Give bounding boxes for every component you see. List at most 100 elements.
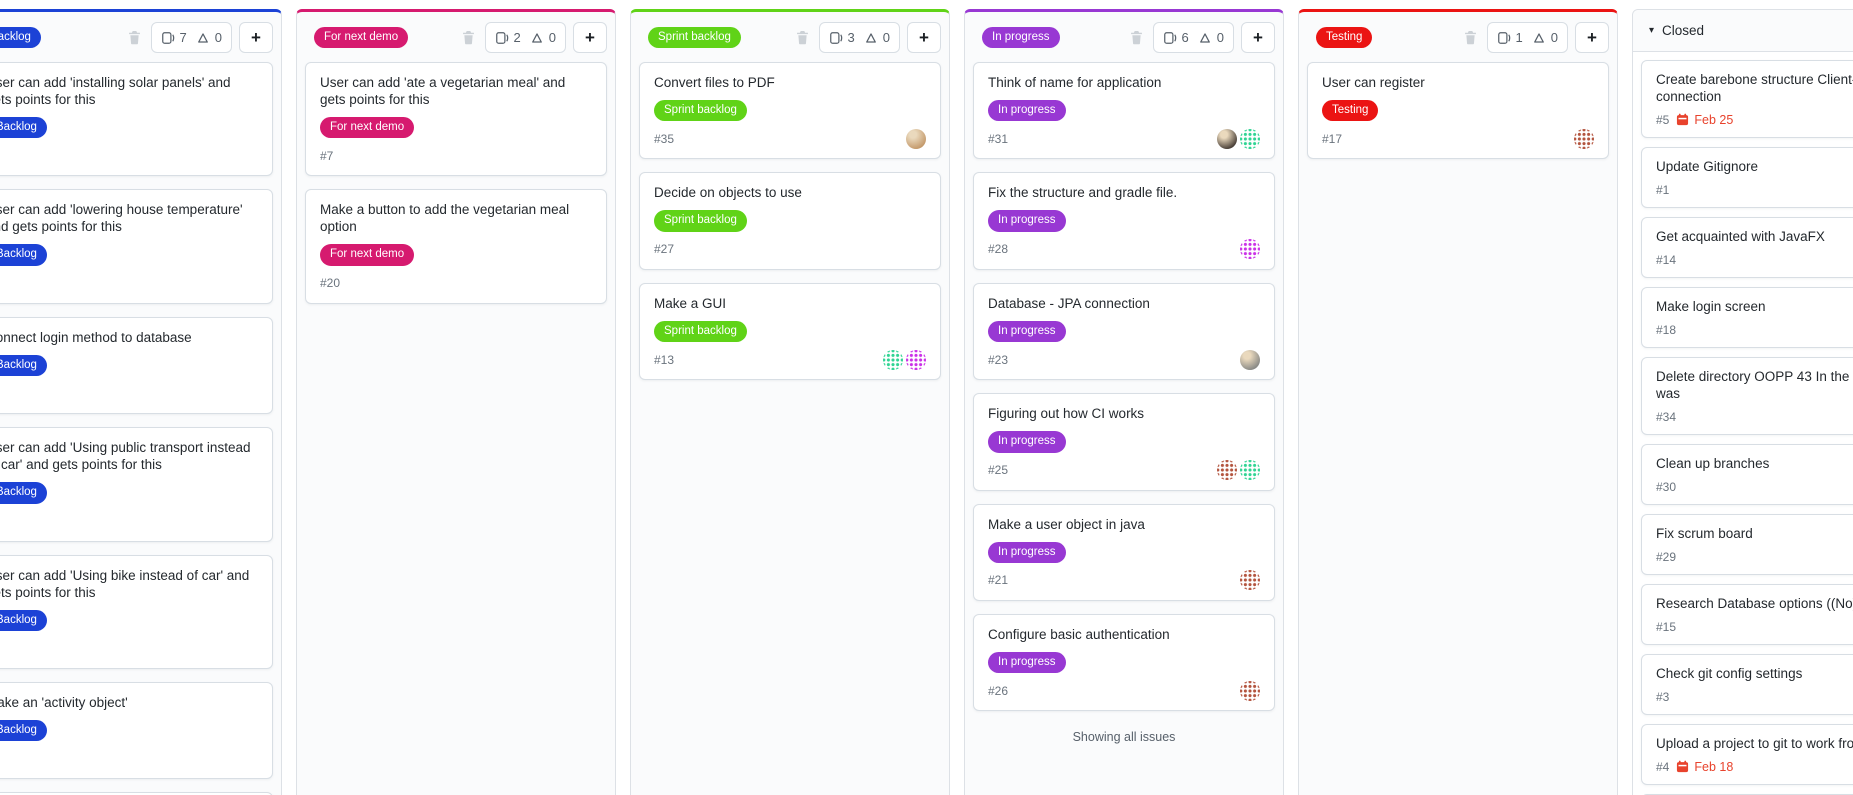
issue-number: #20	[320, 276, 341, 291]
card-title[interactable]: User can add 'Using bike instead of car'…	[0, 567, 250, 600]
cards-count: 2	[513, 30, 521, 45]
card-title[interactable]: Configure basic authentication	[988, 626, 1170, 642]
add-card-button[interactable]: +	[1575, 22, 1609, 53]
trash-icon[interactable]	[461, 30, 476, 45]
due-date-text: Feb 25	[1694, 112, 1734, 127]
card-title[interactable]: Make a GUI	[654, 295, 727, 311]
card-title[interactable]: Database - JPA connection	[988, 295, 1150, 311]
issue-card[interactable]: Think of name for application In progres…	[973, 62, 1275, 160]
hidden-count: 0	[548, 30, 556, 45]
card-title[interactable]: User can add 'lowering house temperature…	[0, 202, 243, 235]
card-title[interactable]: Fix the structure and gradle file.	[988, 185, 1178, 201]
closed-column-header[interactable]: ▾ Closed	[1633, 10, 1853, 52]
card-label: Sprint backlog	[654, 320, 747, 343]
issue-card[interactable]: Make a button to add the vegetarian meal…	[305, 189, 607, 304]
issue-number: #35	[654, 131, 675, 146]
closed-issue-card[interactable]: Create barebone structure Client-Server …	[1641, 60, 1853, 138]
card-title[interactable]: Decide on objects to use	[654, 185, 802, 201]
closed-issue-card[interactable]: Update Gitignore #1	[1641, 147, 1853, 208]
card-title[interactable]: Check git config settings	[1656, 666, 1803, 681]
issue-card[interactable]: Database - JPA connection In progress #2…	[973, 282, 1275, 381]
issue-card[interactable]: User can add 'lowering house temperature…	[0, 189, 273, 304]
add-card-button[interactable]: +	[239, 22, 273, 53]
board-column: Sprint backlog 3 0 + Con	[630, 9, 950, 795]
card-title[interactable]: Make a user object in java	[988, 516, 1145, 532]
column-name-badge: Testing	[1316, 26, 1373, 49]
issue-number: #28	[988, 242, 1009, 257]
card-title[interactable]: Create barebone structure Client-Server …	[1656, 72, 1853, 104]
column-header: Sprint backlog 3 0 +	[631, 12, 949, 62]
closed-issue-card[interactable]: Upload a project to git to work from #4 …	[1641, 724, 1853, 785]
card-title[interactable]: Get acquainted with JavaFX	[1656, 229, 1825, 244]
issue-card[interactable]: Convert files to PDF Sprint backlog #35	[639, 62, 941, 160]
closed-issue-card[interactable]: Make login screen #18	[1641, 287, 1853, 348]
issue-card[interactable]: Make a user object in java In progress #…	[973, 503, 1275, 601]
issue-card[interactable]: Make a GUI Sprint backlog #13	[639, 282, 941, 381]
cards-count: 7	[179, 30, 187, 45]
issue-number: #3	[1656, 689, 1670, 704]
card-title[interactable]: Make login screen	[1656, 299, 1766, 314]
column-body: Convert files to PDF Sprint backlog #35 …	[631, 62, 949, 388]
card-title[interactable]: Update Gitignore	[1656, 159, 1759, 174]
identicon-mint-avatar	[1240, 128, 1260, 149]
closed-column: ▾ Closed Create barebone structure Clien…	[1632, 9, 1853, 795]
card-label: In progress	[988, 100, 1066, 122]
issue-card[interactable]: User can add 'Using bike instead of car'…	[0, 554, 273, 669]
cards-count: 6	[1181, 30, 1189, 45]
issue-card[interactable]: User can add 'installing solar panels' a…	[0, 62, 273, 177]
column-body: User can add 'installing solar panels' a…	[0, 62, 281, 795]
card-label: Backlog	[0, 117, 47, 139]
trash-icon[interactable]	[1129, 30, 1144, 45]
card-title[interactable]: User can add 'installing solar panels' a…	[0, 75, 231, 107]
card-label: In progress	[988, 541, 1066, 563]
trash-icon[interactable]	[1463, 30, 1478, 45]
note-icon	[1497, 31, 1511, 45]
card-title[interactable]: Fix scrum board	[1656, 526, 1753, 541]
column-header: For next demo 2 0 +	[297, 12, 615, 62]
card-title[interactable]: User can add 'ate a vegetarian meal' and…	[320, 75, 566, 107]
column-body: User can register Testing #17	[1299, 62, 1617, 167]
card-title[interactable]: User can register	[1322, 75, 1425, 90]
card-title[interactable]: Upload a project to git to work from	[1656, 736, 1853, 751]
closed-issue-card[interactable]: Delete directory OOPP 43 In the beginnin…	[1641, 357, 1853, 435]
add-card-button[interactable]: +	[907, 22, 941, 53]
issue-card[interactable]: Connect login method to database Backlog	[0, 316, 273, 415]
caret-down-icon[interactable]: ▾	[1649, 24, 1655, 36]
issue-number: #29	[1656, 549, 1677, 564]
card-title[interactable]: Delete directory OOPP 43 In the beginnin…	[1656, 369, 1853, 401]
card-title[interactable]: Convert files to PDF	[654, 75, 775, 90]
issue-number: #25	[988, 463, 1009, 477]
card-title[interactable]: User can add 'Using public transport ins…	[0, 440, 251, 473]
closed-issue-card[interactable]: Fix scrum board #29	[1641, 514, 1853, 575]
card-title[interactable]: Connect login method to database	[0, 329, 192, 345]
card-title[interactable]: Make a button to add the vegetarian meal…	[320, 202, 570, 235]
closed-issue-card[interactable]: Check git config settings #3	[1641, 654, 1853, 715]
issue-card[interactable]: Figuring out how CI works In progress #2…	[973, 393, 1275, 491]
trash-icon[interactable]	[127, 30, 142, 45]
add-card-button[interactable]: +	[1241, 22, 1275, 53]
card-title[interactable]: Research Database options ((No)SQL?)	[1656, 596, 1853, 611]
issue-card[interactable]: Fix the structure and gradle file. In pr…	[973, 172, 1275, 270]
card-title[interactable]: Think of name for application	[988, 75, 1162, 90]
issue-card[interactable]: User can register Testing #17	[1307, 62, 1609, 160]
issue-card[interactable]: User can add 'Using public transport ins…	[0, 427, 273, 542]
issue-card[interactable]: Make an 'activity object' Backlog	[0, 681, 273, 780]
hidden-count: 0	[882, 30, 890, 45]
note-icon	[1163, 31, 1177, 45]
card-title[interactable]: Make an 'activity object'	[0, 694, 128, 710]
column-body: Think of name for application In progres…	[965, 62, 1283, 754]
issue-card[interactable]: User can add 'ate a vegetarian meal' and…	[305, 62, 607, 177]
issue-card[interactable]: Decide on objects to use Sprint backlog …	[639, 172, 941, 270]
closed-issue-card[interactable]: Research Database options ((No)SQL?) #15	[1641, 584, 1853, 645]
issue-card[interactable]: Configure basic authentication In progre…	[973, 613, 1275, 712]
card-title[interactable]: Clean up branches	[1656, 456, 1770, 471]
card-title[interactable]: Figuring out how CI works	[988, 406, 1145, 422]
add-card-button[interactable]: +	[573, 22, 607, 53]
avatar-group	[1237, 680, 1260, 701]
closed-issue-card[interactable]: Get acquainted with JavaFX #14	[1641, 217, 1853, 278]
issue-number: #31	[988, 131, 1009, 146]
trash-icon[interactable]	[795, 30, 810, 45]
avatar-group	[903, 128, 926, 149]
closed-issue-card[interactable]: Clean up branches #30	[1641, 444, 1853, 505]
board-column: In progress 6 0 + Think	[964, 9, 1284, 795]
